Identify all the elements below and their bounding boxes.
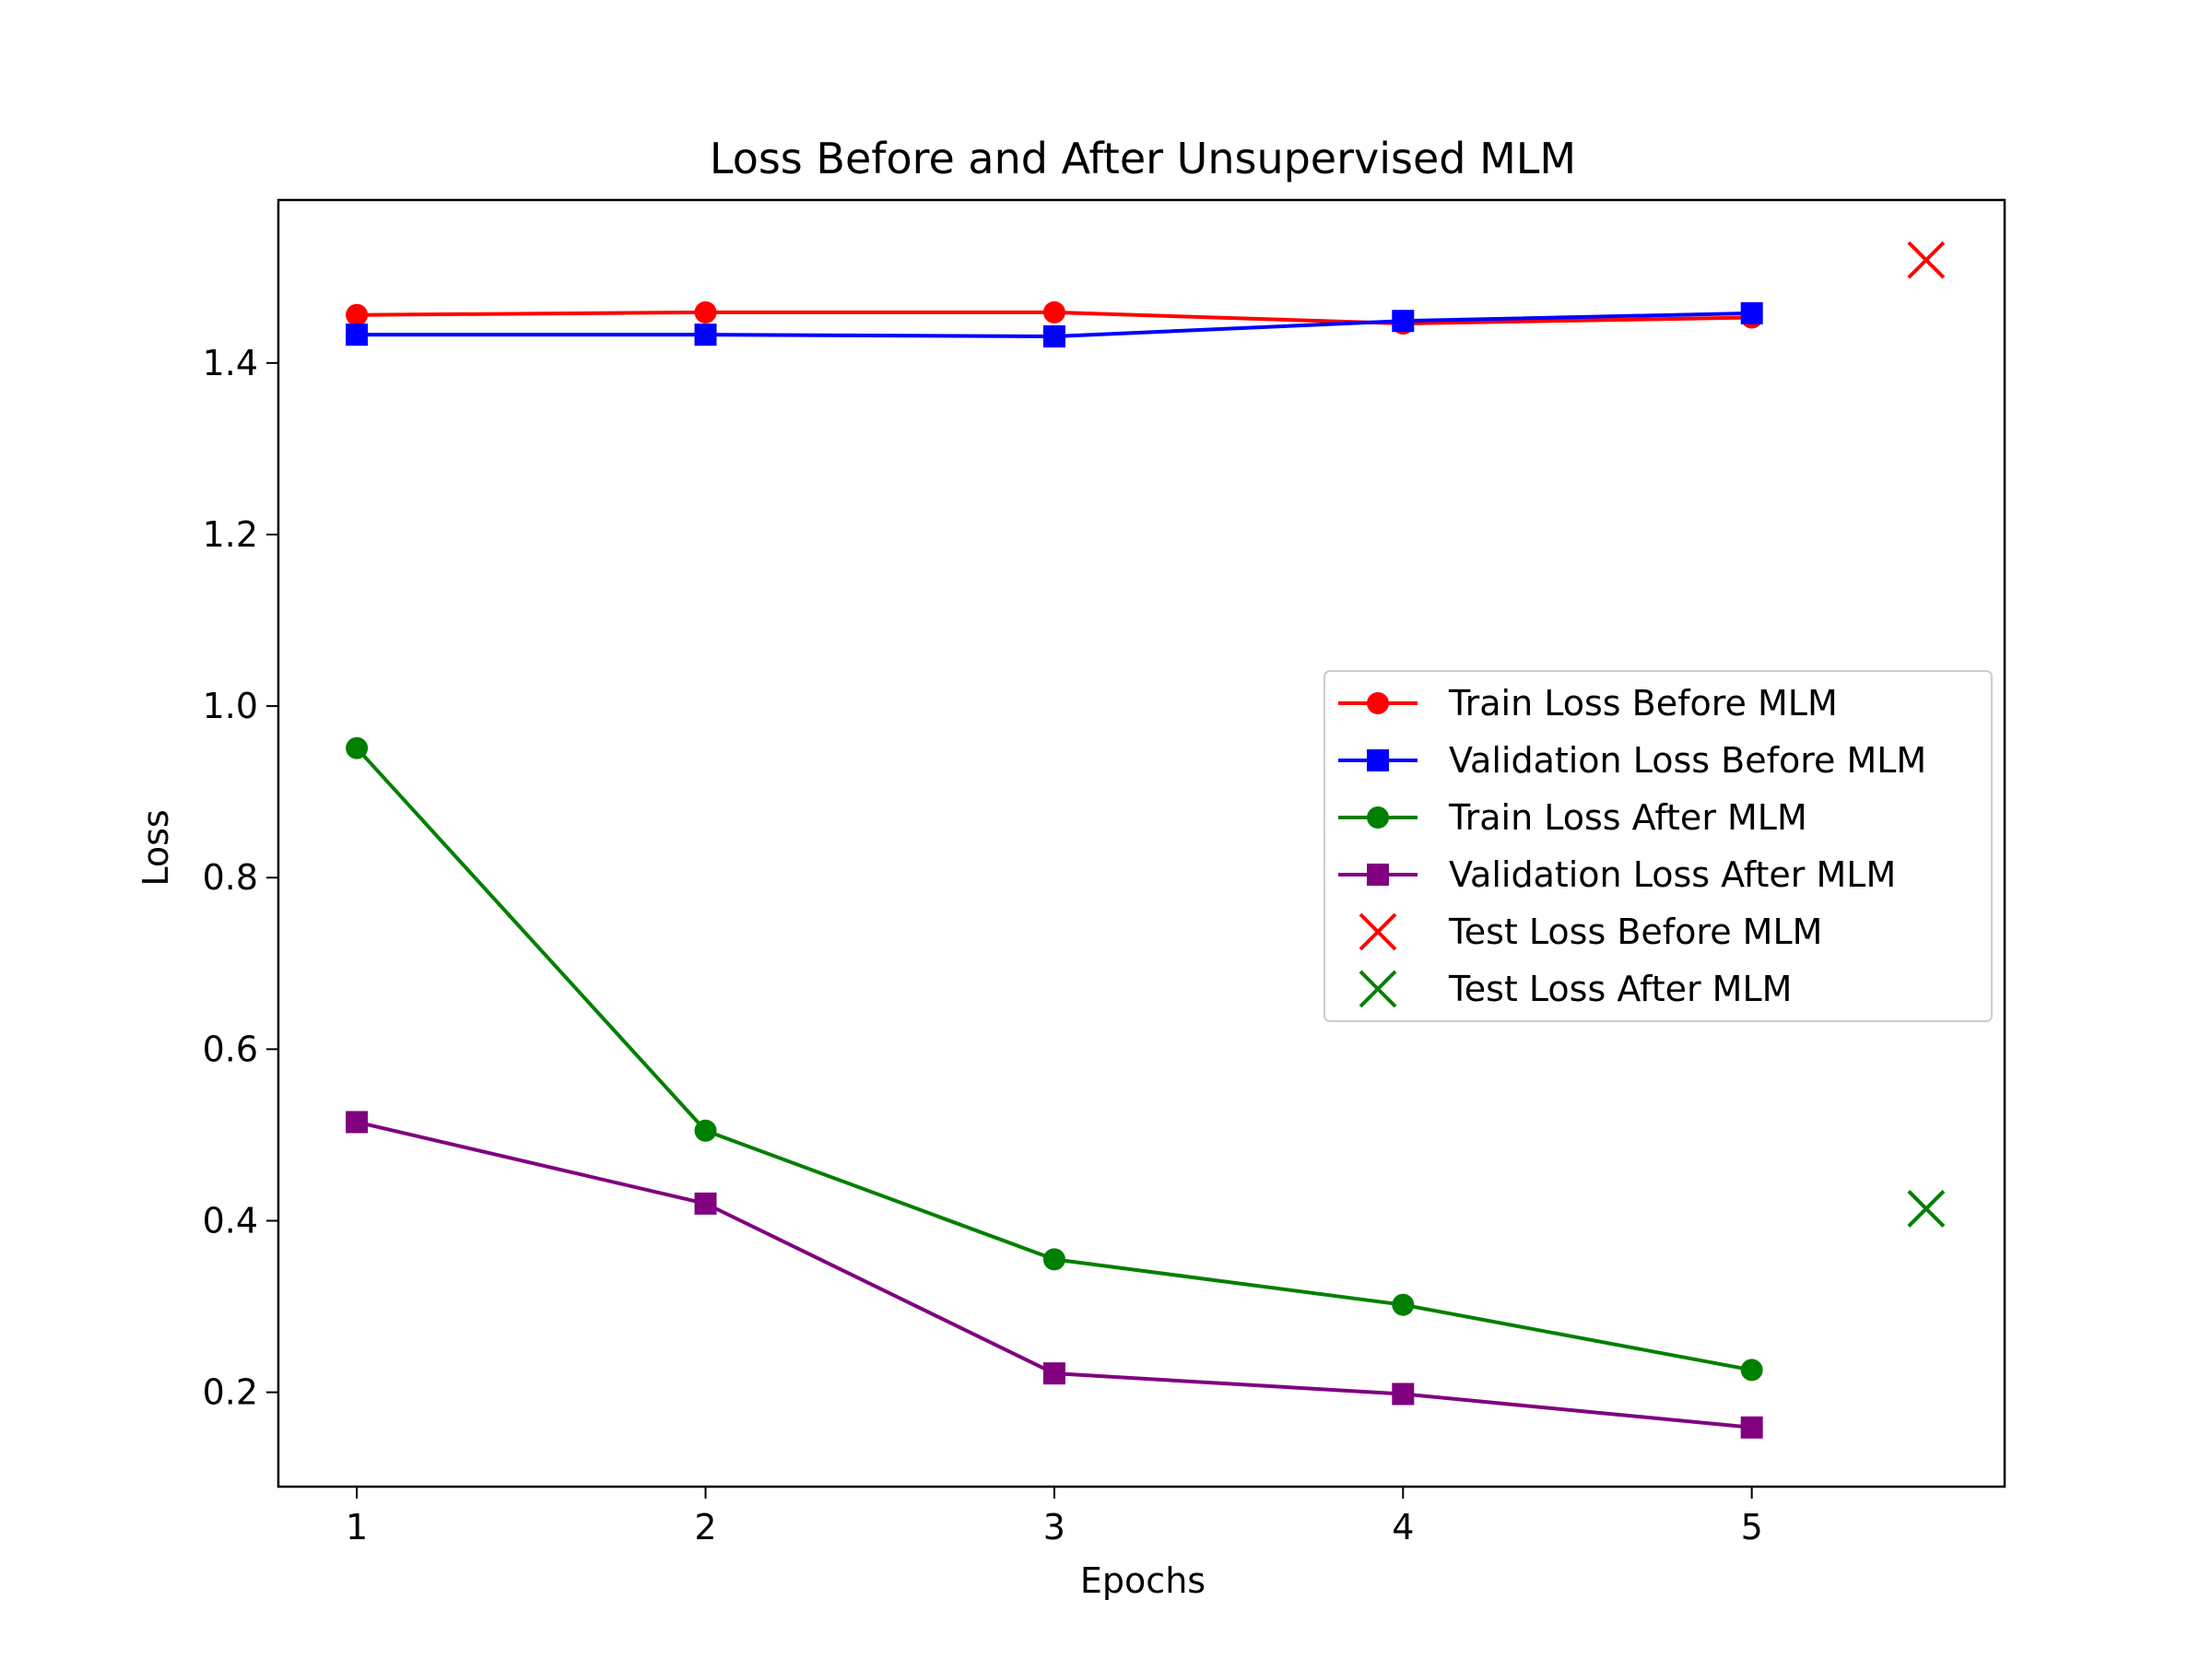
data-point xyxy=(346,324,369,347)
y-tick-label: 0.8 xyxy=(203,857,258,898)
legend-marker xyxy=(1359,970,1397,1008)
data-point xyxy=(1740,1359,1763,1382)
legend-marker xyxy=(1367,692,1389,714)
series-2 xyxy=(346,301,1763,347)
data-point xyxy=(694,1192,717,1215)
data-point xyxy=(1392,1293,1415,1316)
x-tick-label: 4 xyxy=(1392,1507,1414,1547)
x-tick-label: 1 xyxy=(346,1507,368,1547)
legend-item: Validation Loss After MLM xyxy=(1338,854,1896,895)
y-tick-label: 0.6 xyxy=(203,1029,258,1069)
y-tick-label: 1.4 xyxy=(203,343,258,383)
x-marker-stroke xyxy=(1359,970,1397,1008)
data-point xyxy=(1392,310,1415,333)
legend-item: Train Loss Before MLM xyxy=(1338,683,1838,724)
y-tick-label: 1.0 xyxy=(203,686,258,726)
y-tick-label: 1.2 xyxy=(203,514,258,555)
y-tick-label: 0.2 xyxy=(203,1372,258,1413)
data-point xyxy=(1392,1382,1415,1406)
legend-item: Validation Loss Before MLM xyxy=(1338,740,1926,781)
chart-title: Loss Before and After Unsupervised MLM xyxy=(710,134,1576,183)
legend-item: Train Loss After MLM xyxy=(1338,797,1807,838)
legend-item: Test Loss After MLM xyxy=(1359,969,1792,1009)
data-point xyxy=(346,1111,369,1134)
data-point xyxy=(1042,324,1065,347)
legend: Train Loss Before MLM Validation Loss Bef… xyxy=(1324,670,1993,1022)
legend-item: Test Loss Before MLM xyxy=(1359,912,1822,952)
legend-box xyxy=(1324,670,1993,1022)
x-axis-label: Epochs xyxy=(1080,1560,1206,1601)
legend-label: Test Loss Before MLM xyxy=(1448,912,1822,952)
legend-marker xyxy=(1367,806,1389,829)
data-point xyxy=(1042,300,1065,324)
legend-marker xyxy=(1367,864,1389,886)
data-point xyxy=(1907,1190,1946,1228)
legend-label: Train Loss After MLM xyxy=(1448,797,1807,838)
legend-label: Test Loss After MLM xyxy=(1448,969,1792,1009)
y-axis-label: Loss xyxy=(135,809,176,886)
legend-marker xyxy=(1359,912,1397,951)
data-point xyxy=(1740,1416,1763,1439)
data-point xyxy=(346,303,369,326)
series-6 xyxy=(1907,1190,1946,1228)
legend-label: Validation Loss After MLM xyxy=(1449,854,1896,895)
series-4 xyxy=(346,1111,1763,1439)
data-point xyxy=(1042,1362,1065,1385)
x-marker-stroke xyxy=(1907,1190,1946,1228)
data-point xyxy=(694,1119,717,1142)
x-tick-label: 2 xyxy=(694,1507,716,1547)
data-point xyxy=(694,300,717,324)
legend-marker xyxy=(1367,749,1389,771)
x-marker-stroke xyxy=(1359,912,1397,951)
plot-area xyxy=(346,241,1946,1439)
data-point xyxy=(694,324,717,347)
legend-label: Train Loss Before MLM xyxy=(1448,683,1838,724)
series-3 xyxy=(346,736,1763,1382)
data-point xyxy=(1042,1248,1065,1271)
x-axis-ticks: 1 2 3 4 5 xyxy=(346,1487,1763,1547)
x-marker-stroke xyxy=(1907,241,1946,279)
x-tick-label: 3 xyxy=(1043,1507,1065,1547)
legend-label: Validation Loss Before MLM xyxy=(1449,740,1926,781)
series-5 xyxy=(1907,241,1946,279)
x-tick-label: 5 xyxy=(1741,1507,1763,1547)
axes-frame xyxy=(276,198,2006,1488)
data-point xyxy=(1907,241,1946,279)
data-point xyxy=(346,736,369,759)
y-axis-ticks: 0.2 0.4 0.6 0.8 1.0 1.2 1.4 xyxy=(203,343,278,1413)
data-point xyxy=(1740,301,1763,324)
y-tick-label: 0.4 xyxy=(203,1200,258,1241)
